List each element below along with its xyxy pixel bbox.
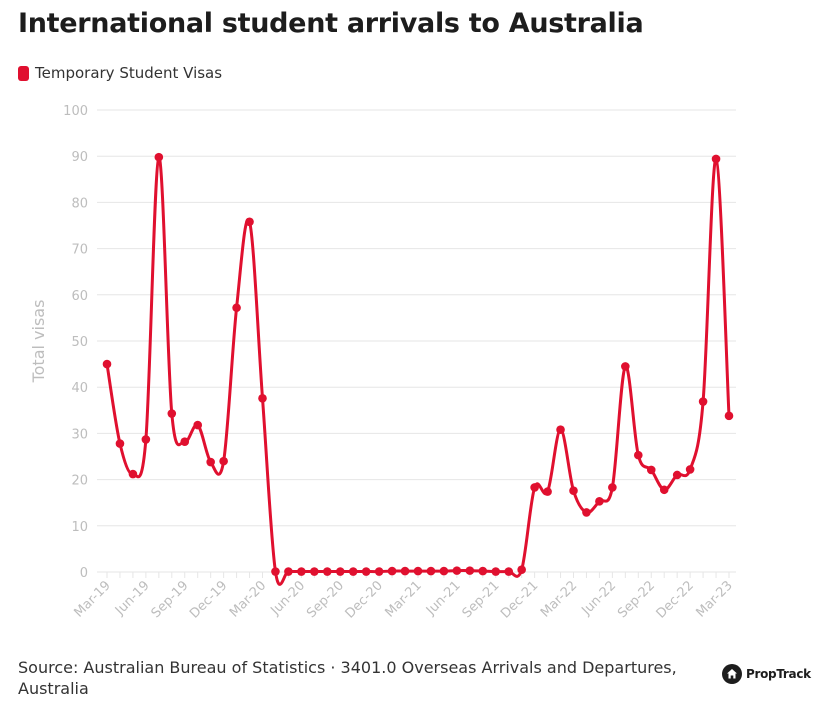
data-point xyxy=(413,566,423,576)
data-point xyxy=(426,566,436,576)
y-tick-label: 80 xyxy=(71,196,88,211)
data-point xyxy=(452,566,462,575)
legend[interactable]: Temporary Student Visas xyxy=(18,64,222,82)
y-tick-label: 70 xyxy=(71,243,88,258)
y-tick-label: 100 xyxy=(63,104,88,119)
series-line xyxy=(105,155,731,586)
data-point xyxy=(361,567,371,576)
x-tick-label: Mar-19 xyxy=(71,578,113,620)
data-point xyxy=(504,567,514,576)
x-tick-label: Dec-19 xyxy=(187,578,230,621)
y-tick-label: 30 xyxy=(71,427,88,442)
legend-label: Temporary Student Visas xyxy=(35,64,223,82)
data-point xyxy=(180,437,190,447)
source-note: Source: Australian Bureau of Statistics … xyxy=(18,658,677,698)
legend-swatch xyxy=(18,65,29,81)
data-point xyxy=(608,483,617,492)
y-tick-label: 20 xyxy=(71,474,88,489)
y-tick-label: 40 xyxy=(71,381,88,396)
data-point xyxy=(439,566,449,576)
x-tick-label: Dec-21 xyxy=(498,578,541,621)
x-tick-label: Mar-21 xyxy=(382,578,424,620)
y-tick-label: 50 xyxy=(71,335,88,350)
x-tick-label: Mar-22 xyxy=(538,578,580,620)
data-point xyxy=(711,154,721,164)
y-axis-title: Total visas xyxy=(29,300,48,384)
x-tick-label: Jun-21 xyxy=(423,578,464,619)
data-point xyxy=(271,567,280,576)
x-tick-label: Sep-20 xyxy=(304,578,347,621)
data-point xyxy=(659,485,669,495)
data-point xyxy=(491,567,501,576)
data-point xyxy=(698,397,708,406)
brand-logo: PropTrack xyxy=(722,664,811,684)
data-point xyxy=(400,566,410,576)
house-icon xyxy=(722,664,742,684)
brand-name: PropTrack xyxy=(746,667,811,681)
line-chart: 0 10 20 30 40 50 60 70 80 90 100 Mar-19Jun-19Sep-19… xyxy=(29,104,736,622)
y-tick-label: 60 xyxy=(71,289,88,304)
data-point xyxy=(322,567,332,576)
data-point xyxy=(245,217,254,227)
data-point xyxy=(724,411,734,421)
data-point xyxy=(232,303,241,313)
data-point xyxy=(335,567,345,576)
data-point xyxy=(348,567,358,576)
data-point xyxy=(556,425,565,435)
x-tick-label: Jun-20 xyxy=(268,578,309,619)
data-point xyxy=(621,362,630,371)
data-point xyxy=(374,567,384,576)
data-point xyxy=(530,483,539,492)
data-point xyxy=(478,566,488,576)
data-point xyxy=(193,420,203,430)
data-point xyxy=(128,469,138,479)
data-point xyxy=(387,566,397,576)
chart-title: International student arrivals to Austra… xyxy=(18,8,644,39)
data-point xyxy=(672,470,682,480)
y-tick-label: 10 xyxy=(71,520,88,535)
data-point xyxy=(284,567,293,576)
x-tick-label: Sep-19 xyxy=(149,578,192,621)
data-point xyxy=(154,152,164,162)
x-tick-label: Sep-22 xyxy=(615,578,658,621)
data-point xyxy=(258,393,267,403)
y-tick-label: 90 xyxy=(71,150,88,165)
data-point xyxy=(633,450,643,460)
data-point xyxy=(595,497,604,506)
data-point xyxy=(141,435,151,444)
data-point xyxy=(543,487,552,496)
data-point xyxy=(219,456,228,466)
data-point xyxy=(310,567,319,576)
x-tick-label: Jun-19 xyxy=(112,578,153,619)
data-point xyxy=(646,465,656,475)
x-tick-label: Sep-21 xyxy=(460,578,503,621)
y-tick-label: 0 xyxy=(80,566,88,581)
data-point xyxy=(685,465,695,474)
x-tick-label: Mar-20 xyxy=(227,578,269,620)
data-point xyxy=(465,566,475,575)
data-point xyxy=(115,439,125,448)
x-tick-label: Jun-22 xyxy=(579,578,620,619)
data-point xyxy=(167,409,177,418)
x-tick-label: Dec-20 xyxy=(343,578,386,621)
data-point xyxy=(569,486,578,495)
x-tick-label: Dec-22 xyxy=(654,578,697,621)
data-point xyxy=(582,508,591,517)
data-point xyxy=(517,565,526,574)
x-tick-label: Mar-23 xyxy=(693,578,735,620)
data-point xyxy=(102,359,112,369)
data-point xyxy=(206,457,215,467)
data-point xyxy=(297,567,306,576)
